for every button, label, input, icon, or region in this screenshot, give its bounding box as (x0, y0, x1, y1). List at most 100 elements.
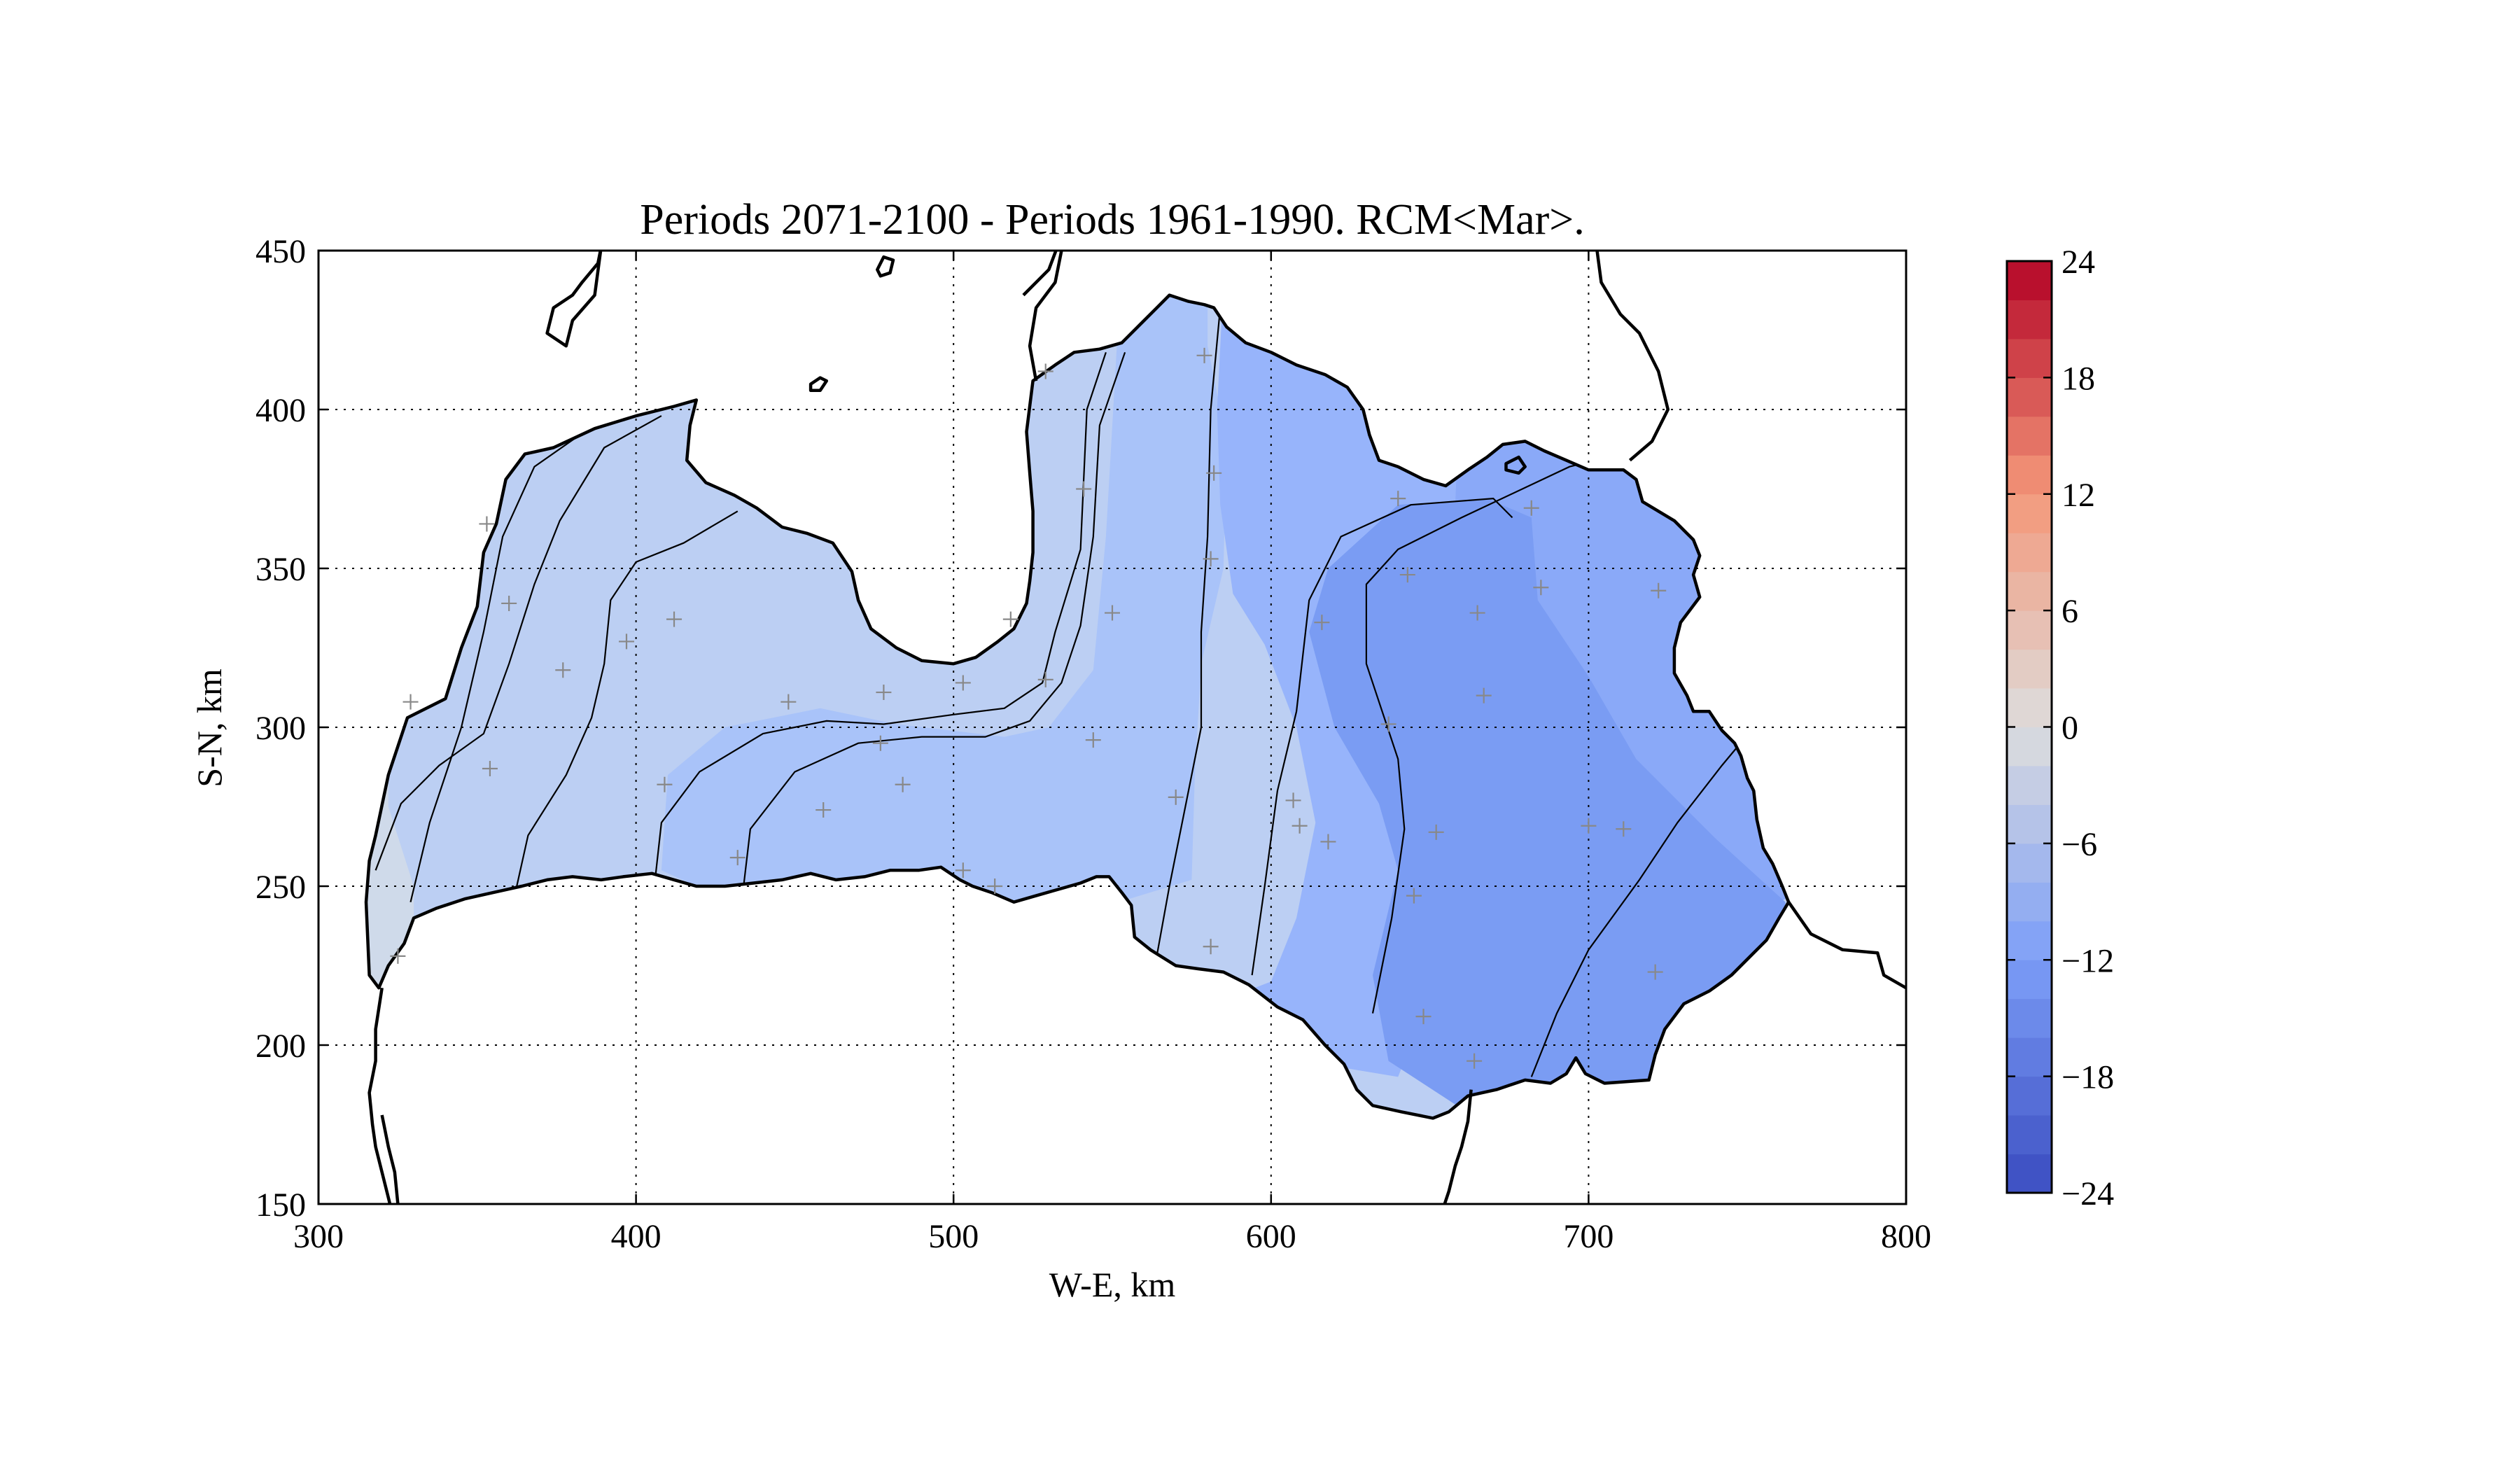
station-marker (955, 675, 971, 691)
coastline-features (364, 251, 1906, 1204)
station-marker (1320, 834, 1336, 850)
station-markers (390, 347, 1667, 1069)
colorbar-ticks (2007, 260, 2052, 1194)
station-marker (1428, 824, 1444, 840)
colorbar-segment (2007, 455, 2052, 495)
lake-lubans (1504, 455, 1527, 475)
colorbar-segment (2007, 804, 2052, 844)
x-tick-labels: 300 400 500 600 700 800 (293, 1218, 1931, 1255)
lithuania-coast (368, 987, 392, 1204)
x-tick-label: 400 (611, 1218, 662, 1255)
station-marker (402, 694, 419, 710)
station-marker (1399, 567, 1415, 583)
latvia-border (364, 293, 1791, 1120)
plot-area (318, 251, 1906, 1204)
colorbar-segment (2007, 338, 2052, 378)
colorbar-tick-label: −18 (2062, 1059, 2114, 1096)
contour-line (1365, 453, 1621, 1014)
station-marker (1616, 821, 1632, 837)
x-tick-label: 800 (1881, 1218, 1931, 1255)
colorbar-segment (2007, 533, 2052, 573)
station-marker (955, 862, 971, 878)
estonia-border-east (1595, 251, 1670, 462)
colorbar-segment (2007, 261, 2052, 300)
station-marker (1292, 818, 1308, 834)
station-marker (780, 694, 797, 710)
colorbar-segment (2007, 571, 2052, 611)
colorbar-segment (2007, 1037, 2052, 1077)
station-marker (666, 611, 682, 627)
station-marker (657, 776, 673, 792)
estonia-west-coast (1022, 251, 1063, 382)
contour-line (514, 510, 738, 893)
colorbar-segment (2007, 998, 2052, 1038)
station-marker (987, 878, 1003, 894)
station-marker (1203, 939, 1219, 955)
station-marker (501, 595, 517, 611)
small-island-north (876, 255, 895, 278)
russia-border (1787, 901, 1906, 990)
station-marker (1037, 363, 1054, 379)
y-tick-label: 450 (255, 233, 306, 270)
y-tick-label: 350 (255, 551, 306, 588)
colorbar-segment (2007, 727, 2052, 766)
colorbar-segment (2007, 688, 2052, 727)
colorbar-segment (2007, 649, 2052, 689)
contour-band-south-east (1309, 498, 1786, 1109)
y-tick-labels: 150 200 250 300 350 400 450 (255, 233, 306, 1224)
colorbar-tick-label: 12 (2062, 477, 2095, 514)
colorbar-tick-label: 6 (2062, 593, 2078, 630)
station-marker (1647, 964, 1663, 980)
station-marker (1523, 500, 1539, 516)
colorbar-segment (2007, 416, 2052, 456)
colorbar-segment (2007, 493, 2052, 533)
x-tick-label: 700 (1563, 1218, 1614, 1255)
contour-line (743, 351, 1126, 883)
station-marker (729, 850, 746, 866)
colorbar-tick-label: −6 (2062, 826, 2097, 863)
station-marker (1415, 1009, 1432, 1025)
colorbar-segment (2007, 610, 2052, 650)
contour-line (374, 415, 662, 871)
station-marker (1314, 615, 1330, 631)
contour-line (1530, 727, 1755, 1077)
station-marker (1466, 1053, 1483, 1069)
colorbar-segment (2007, 882, 2052, 922)
y-tick-label: 150 (255, 1186, 306, 1224)
station-marker (555, 662, 571, 678)
station-marker (1085, 732, 1101, 748)
saaremaa-coastline (545, 251, 603, 348)
colorbar-segment (2007, 1154, 2052, 1194)
contour-line (410, 421, 598, 902)
station-marker (1533, 580, 1549, 596)
y-tick-label: 200 (255, 1028, 306, 1065)
colorbar: 24 18 12 6 0 −6 −12 −18 −24 (2005, 244, 2114, 1212)
y-tick-label: 400 (255, 392, 306, 429)
x-tick-label: 600 (1246, 1218, 1296, 1255)
colorbar-tick-label: 0 (2062, 710, 2078, 747)
station-marker (1651, 582, 1667, 598)
station-marker (1037, 671, 1054, 687)
station-marker (1380, 716, 1396, 732)
station-marker (876, 685, 892, 701)
station-marker (482, 761, 498, 777)
x-tick-label: 500 (928, 1218, 979, 1255)
station-marker (618, 634, 634, 650)
station-marker (1196, 347, 1212, 363)
colorbar-tick-label: 24 (2062, 244, 2095, 281)
colorbar-segment (2007, 765, 2052, 805)
colorbar-segment (2007, 920, 2052, 960)
colorbar-segments (2007, 261, 2052, 1194)
contour-lines (374, 307, 1755, 1077)
chart-title: Periods 2071-2100 - Periods 1961-1990. R… (640, 196, 1585, 244)
station-marker (1206, 465, 1222, 481)
colorbar-segment (2007, 377, 2052, 417)
axis-ticks (317, 249, 1907, 1205)
ruhnu-island (808, 376, 829, 393)
station-marker (1105, 605, 1120, 621)
station-marker (479, 516, 495, 532)
station-marker (1476, 687, 1492, 704)
x-tick-label: 300 (293, 1218, 344, 1255)
station-marker (390, 948, 406, 964)
